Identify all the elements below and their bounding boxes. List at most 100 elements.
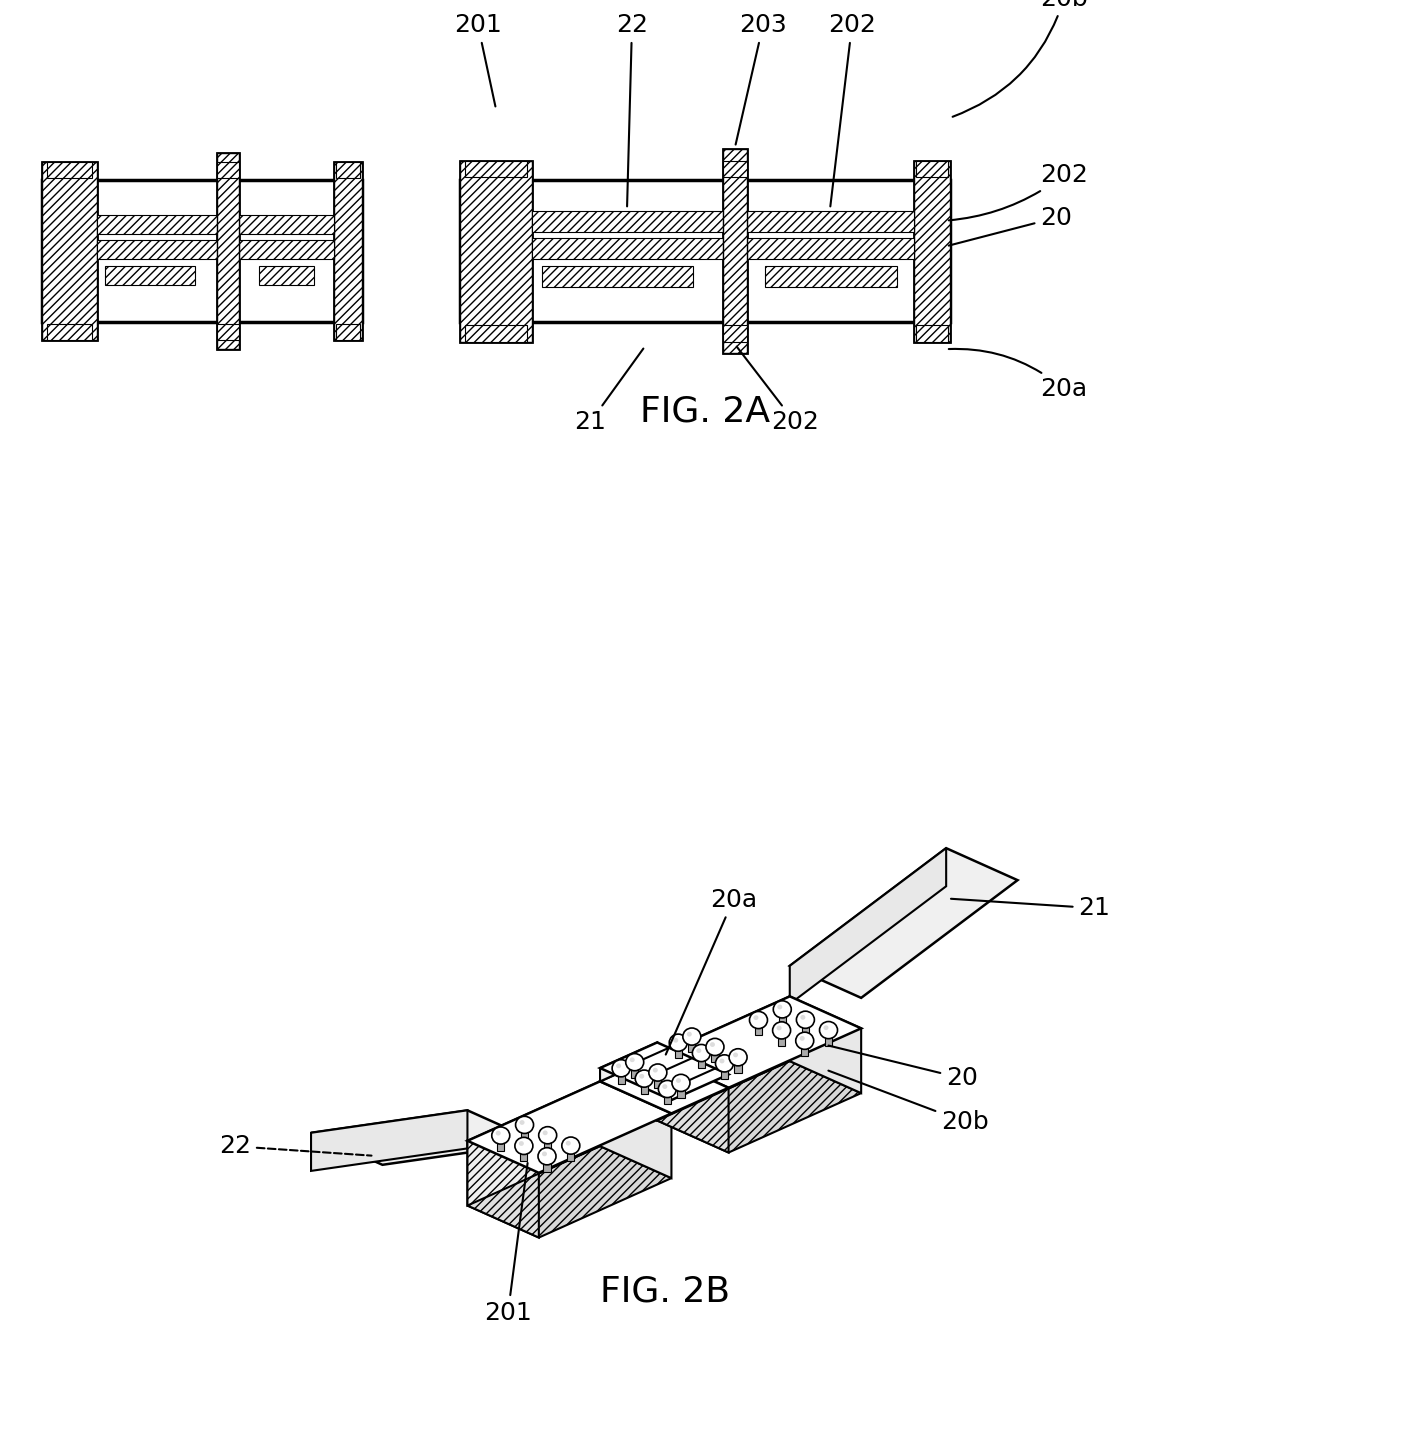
Polygon shape bbox=[311, 1110, 468, 1171]
Circle shape bbox=[674, 1038, 678, 1042]
Circle shape bbox=[519, 1120, 525, 1126]
Circle shape bbox=[492, 1127, 509, 1144]
Text: 202: 202 bbox=[949, 163, 1088, 221]
Polygon shape bbox=[657, 997, 790, 1120]
Circle shape bbox=[625, 1054, 644, 1071]
Circle shape bbox=[640, 1074, 644, 1078]
Text: 20a: 20a bbox=[949, 349, 1088, 401]
Bar bbox=[105, 266, 196, 285]
Text: 22: 22 bbox=[220, 1134, 372, 1158]
Bar bbox=[617, 1071, 625, 1084]
Bar bbox=[336, 325, 360, 339]
Circle shape bbox=[716, 1055, 733, 1073]
Polygon shape bbox=[657, 1061, 861, 1153]
Circle shape bbox=[824, 1025, 828, 1030]
Bar bbox=[459, 160, 532, 342]
Bar bbox=[801, 1044, 808, 1057]
Bar bbox=[520, 1128, 527, 1140]
Polygon shape bbox=[600, 1042, 657, 1081]
Polygon shape bbox=[600, 1055, 729, 1113]
Circle shape bbox=[683, 1028, 700, 1045]
Polygon shape bbox=[790, 848, 1018, 998]
Bar bbox=[747, 238, 915, 259]
Bar bbox=[240, 215, 335, 233]
Circle shape bbox=[753, 1015, 759, 1020]
Bar bbox=[336, 162, 360, 178]
Circle shape bbox=[733, 1053, 739, 1057]
Text: 20a: 20a bbox=[666, 888, 757, 1054]
Circle shape bbox=[729, 1048, 747, 1065]
Bar bbox=[723, 325, 747, 342]
Bar bbox=[543, 1160, 550, 1171]
Circle shape bbox=[649, 1064, 666, 1081]
Circle shape bbox=[676, 1078, 681, 1083]
Bar bbox=[96, 215, 217, 233]
Text: 201: 201 bbox=[484, 1163, 532, 1325]
Bar bbox=[778, 1012, 786, 1025]
Bar bbox=[465, 325, 527, 342]
Circle shape bbox=[800, 1035, 805, 1041]
Bar bbox=[217, 153, 240, 349]
Bar bbox=[240, 239, 335, 259]
Bar bbox=[825, 1034, 832, 1045]
Bar bbox=[723, 149, 747, 352]
Bar bbox=[916, 160, 949, 176]
Circle shape bbox=[773, 1022, 791, 1040]
Polygon shape bbox=[790, 997, 861, 1093]
Bar bbox=[520, 1150, 527, 1161]
Bar bbox=[545, 1138, 552, 1151]
Polygon shape bbox=[600, 1081, 672, 1179]
Bar bbox=[335, 162, 362, 339]
Bar bbox=[217, 153, 240, 349]
Text: FIG. 2B: FIG. 2B bbox=[600, 1274, 730, 1307]
Bar bbox=[720, 1067, 727, 1078]
Circle shape bbox=[543, 1130, 547, 1136]
Bar bbox=[723, 160, 747, 176]
Polygon shape bbox=[468, 1146, 672, 1237]
Circle shape bbox=[516, 1117, 533, 1134]
Bar bbox=[754, 1024, 761, 1035]
Text: 203: 203 bbox=[736, 13, 787, 145]
Text: 201: 201 bbox=[454, 13, 502, 106]
Bar bbox=[259, 266, 313, 285]
Bar bbox=[675, 1047, 682, 1058]
Circle shape bbox=[750, 1011, 767, 1028]
Bar bbox=[465, 160, 527, 176]
Bar bbox=[688, 1040, 695, 1053]
Bar bbox=[43, 162, 96, 339]
Bar bbox=[542, 266, 693, 288]
Bar bbox=[654, 1075, 661, 1088]
Circle shape bbox=[562, 1137, 580, 1154]
Text: 20b: 20b bbox=[828, 1071, 988, 1134]
Bar bbox=[778, 1034, 786, 1045]
Polygon shape bbox=[600, 1042, 729, 1100]
Polygon shape bbox=[657, 997, 861, 1088]
Circle shape bbox=[795, 1032, 814, 1050]
Circle shape bbox=[777, 1025, 781, 1031]
Text: 20b: 20b bbox=[953, 0, 1088, 117]
Bar bbox=[712, 1050, 719, 1063]
Bar bbox=[801, 1024, 810, 1035]
Circle shape bbox=[777, 1005, 783, 1010]
Circle shape bbox=[515, 1137, 533, 1154]
Circle shape bbox=[719, 1058, 725, 1064]
Circle shape bbox=[692, 1044, 710, 1061]
Bar bbox=[217, 325, 240, 339]
Bar bbox=[915, 160, 950, 342]
Bar bbox=[43, 179, 362, 322]
Polygon shape bbox=[468, 1141, 539, 1237]
Circle shape bbox=[519, 1141, 523, 1146]
Circle shape bbox=[773, 1001, 791, 1018]
Bar bbox=[631, 1065, 638, 1078]
Circle shape bbox=[615, 1064, 621, 1068]
Bar bbox=[641, 1083, 648, 1094]
Polygon shape bbox=[311, 1110, 539, 1164]
Bar bbox=[747, 211, 915, 232]
Bar bbox=[764, 266, 898, 288]
Polygon shape bbox=[468, 1081, 600, 1206]
Circle shape bbox=[542, 1151, 547, 1156]
Circle shape bbox=[800, 1015, 805, 1020]
Bar bbox=[459, 179, 950, 322]
Circle shape bbox=[496, 1131, 501, 1136]
Bar bbox=[915, 160, 950, 342]
